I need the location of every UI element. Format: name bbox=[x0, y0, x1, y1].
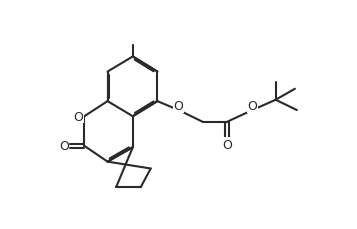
Text: O: O bbox=[59, 140, 69, 153]
Text: O: O bbox=[222, 138, 232, 151]
Text: O: O bbox=[247, 100, 257, 113]
Text: O: O bbox=[174, 100, 183, 113]
Text: O: O bbox=[74, 110, 83, 123]
